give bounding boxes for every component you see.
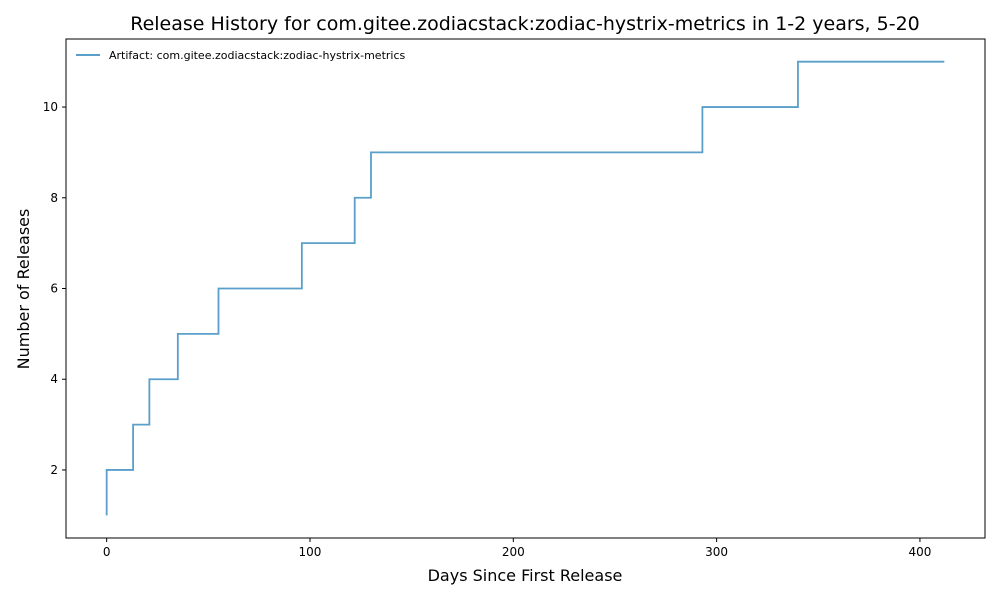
x-tick-label: 200 — [502, 545, 525, 559]
y-axis-label: Number of Releases — [14, 209, 33, 370]
legend-label: Artifact: com.gitee.zodiacstack:zodiac-h… — [109, 49, 406, 62]
x-tick-label: 0 — [103, 545, 111, 559]
y-tick-label: 8 — [50, 191, 58, 205]
series-line — [105, 60, 945, 516]
legend: Artifact: com.gitee.zodiacstack:zodiac-h… — [76, 49, 406, 62]
x-axis-ticks: 0 100 200 300 400 — [103, 538, 931, 559]
y-tick-label: 2 — [50, 463, 58, 477]
y-tick-label: 10 — [43, 100, 58, 114]
chart-title: Release History for com.gitee.zodiacstac… — [130, 13, 920, 35]
y-tick-label: 6 — [50, 282, 58, 296]
plot-area-frame — [65, 38, 986, 539]
x-tick-label: 400 — [908, 545, 931, 559]
x-tick-label: 100 — [299, 545, 322, 559]
x-axis-label: Days Since First Release — [428, 566, 623, 585]
series-group — [105, 60, 945, 516]
y-axis-ticks: 2 4 6 8 10 — [43, 100, 66, 477]
y-tick-label: 4 — [50, 372, 58, 386]
x-tick-label: 300 — [705, 545, 728, 559]
